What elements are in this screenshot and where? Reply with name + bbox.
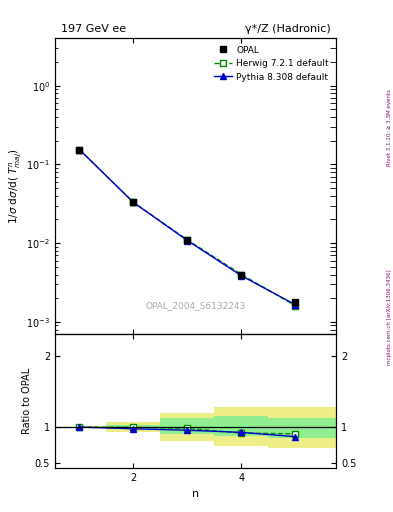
Text: OPAL_2004_S6132243: OPAL_2004_S6132243 <box>145 302 246 310</box>
Text: 197 GeV ee: 197 GeV ee <box>61 24 126 34</box>
Text: mcplots.cern.ch [arXiv:1306.3436]: mcplots.cern.ch [arXiv:1306.3436] <box>387 270 391 365</box>
Legend: OPAL, Herwig 7.2.1 default, Pythia 8.308 default: OPAL, Herwig 7.2.1 default, Pythia 8.308… <box>211 43 332 84</box>
Y-axis label: 1/$\sigma$ d$\sigma$/d( $T^n_{maj}$): 1/$\sigma$ d$\sigma$/d( $T^n_{maj}$) <box>7 148 24 224</box>
Text: Rivet 3.1.10; ≥ 3.3M events: Rivet 3.1.10; ≥ 3.3M events <box>387 90 391 166</box>
Text: γ*/Z (Hadronic): γ*/Z (Hadronic) <box>245 24 331 34</box>
X-axis label: n: n <box>192 489 199 499</box>
Y-axis label: Ratio to OPAL: Ratio to OPAL <box>22 368 32 434</box>
